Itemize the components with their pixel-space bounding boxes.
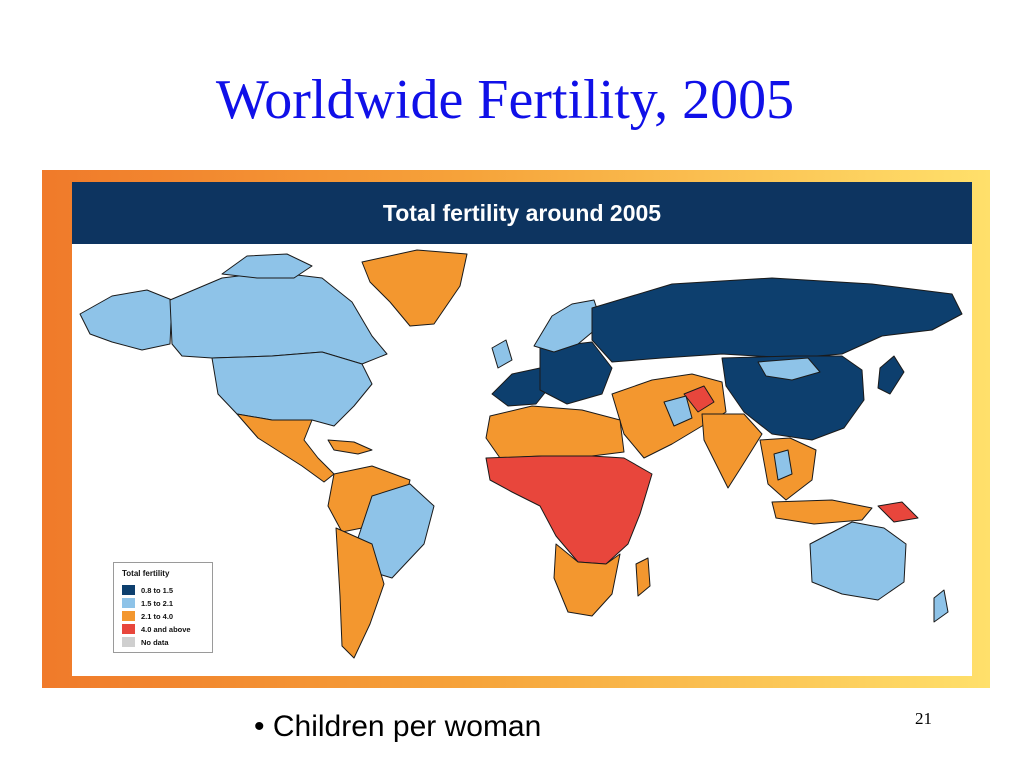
- region-alaska: [79, 289, 173, 351]
- legend-item: 0.8 to 1.5: [122, 584, 173, 596]
- map-header: Total fertility around 2005: [72, 182, 972, 244]
- legend-swatch: [122, 637, 135, 647]
- region-madagascar: [635, 557, 651, 597]
- world-map: [79, 249, 963, 659]
- region-caribbean: [327, 439, 373, 455]
- legend-swatch: [122, 611, 135, 621]
- legend-label: 0.8 to 1.5: [141, 585, 174, 595]
- region-mongolia: [757, 357, 821, 381]
- region-sub-saharan-africa: [485, 455, 653, 565]
- page-number: 21: [915, 709, 932, 728]
- region-russia: [591, 277, 963, 363]
- region-southern-africa: [553, 543, 621, 617]
- slide-title: Worldwide Fertility, 2005: [215, 69, 795, 131]
- legend-item: No data: [122, 636, 169, 648]
- region-papua-new-guinea: [877, 501, 919, 523]
- region-australia: [809, 521, 907, 601]
- legend-item: 2.1 to 4.0: [122, 610, 173, 622]
- legend-label: No data: [141, 637, 169, 647]
- region-north-africa: [485, 405, 625, 459]
- region-iran: [663, 395, 693, 427]
- region-afghanistan: [683, 385, 715, 413]
- region-usa: [211, 351, 373, 427]
- region-canada: [169, 271, 388, 365]
- legend-swatch: [122, 624, 135, 634]
- bullet-text: • Children per woman: [254, 710, 542, 743]
- legend-label: 2.1 to 4.0: [141, 611, 174, 621]
- region-europe-east: [539, 341, 613, 405]
- map-panel: Total fertility around 2005: [72, 182, 972, 676]
- region-indonesia-philippines: [771, 499, 873, 525]
- legend-label: 1.5 to 2.1: [141, 598, 174, 608]
- region-greenland: [361, 249, 468, 327]
- legend-title: Total fertility: [122, 569, 170, 578]
- region-new-zealand: [933, 589, 949, 623]
- region-thailand-vietnam: [773, 449, 793, 481]
- region-china-mongolia: [721, 355, 865, 441]
- legend-swatch: [122, 585, 135, 595]
- region-mexico-central-america: [236, 413, 335, 483]
- legend-item: 1.5 to 2.1: [122, 597, 173, 609]
- region-japan: [877, 355, 905, 395]
- region-south-america-south: [335, 527, 385, 659]
- region-south-asia: [701, 413, 763, 489]
- legend-item: 4.0 and above: [122, 623, 191, 635]
- map-frame: Total fertility around 2005: [42, 170, 990, 688]
- legend-label: 4.0 and above: [141, 624, 191, 634]
- region-canada-arctic-islands: [221, 253, 313, 279]
- legend-swatch: [122, 598, 135, 608]
- map-legend: Total fertility 0.8 to 1.5 1.5 to 2.1 2.…: [113, 562, 213, 653]
- region-uk-ireland: [491, 339, 513, 369]
